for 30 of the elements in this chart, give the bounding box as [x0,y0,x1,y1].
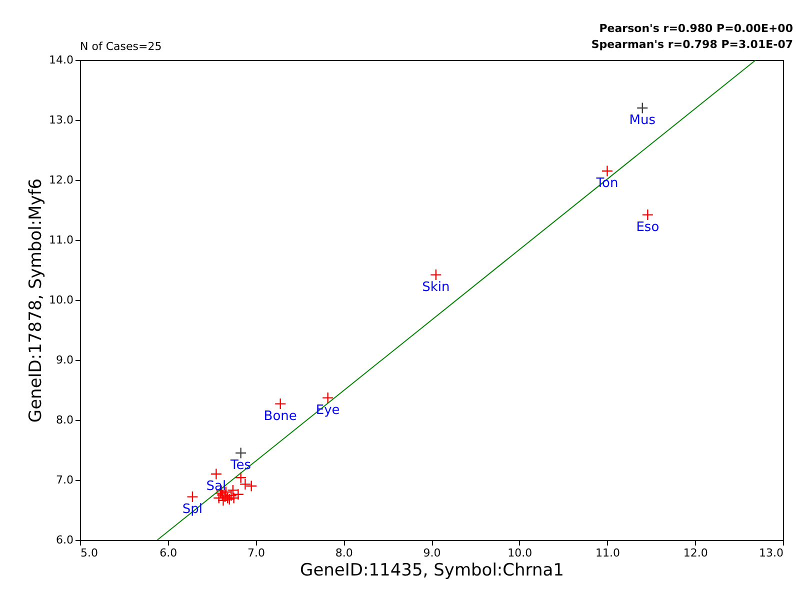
y-tick-label: 12.0 [49,174,74,186]
x-tick-label: 6.0 [160,546,178,560]
y-tick-label: 13.0 [49,114,74,126]
annotation: Eso [636,220,660,235]
y-tick-label: 9.0 [56,354,74,366]
y-tick-label: 8.0 [56,414,74,426]
x-tick-label: 11.0 [596,546,620,560]
text: Spearman's r=0.798 P=3.01E-07 [591,38,793,51]
text: N of Cases=25 [80,40,162,53]
annotation: Mus [629,113,656,128]
x-tick-label: 12.0 [683,546,708,560]
y-tick-label: 14.0 [49,54,74,66]
x-tick-label: 7.0 [248,546,265,560]
x-tick-label: 5.0 [80,546,98,560]
x-axis-title: GeneID:11435, Symbol:Chrna1 [300,560,564,580]
annotation: Bone [264,408,297,424]
x-tick-label: 8.0 [335,546,353,560]
x-tick-label: 9.0 [423,546,441,560]
x-tick-label: 13.0 [759,546,784,560]
y-tick-label: 11.0 [49,234,74,246]
annotation: Eye [316,402,340,418]
y-tick-label: 10.0 [49,294,74,306]
x-tick-label: 10.0 [508,546,532,560]
text: Pearson's r=0.980 P=0.00E+00 [599,22,794,35]
y-axis-title: GeneID:17878, Symbol:Myf6 [26,178,46,423]
annotation: Sal [206,479,226,494]
y-tick-label: 7.0 [56,474,74,486]
annotation: Skin [422,280,450,295]
y-tick-label: 6.0 [56,534,74,546]
annotation: Tes [230,458,252,473]
